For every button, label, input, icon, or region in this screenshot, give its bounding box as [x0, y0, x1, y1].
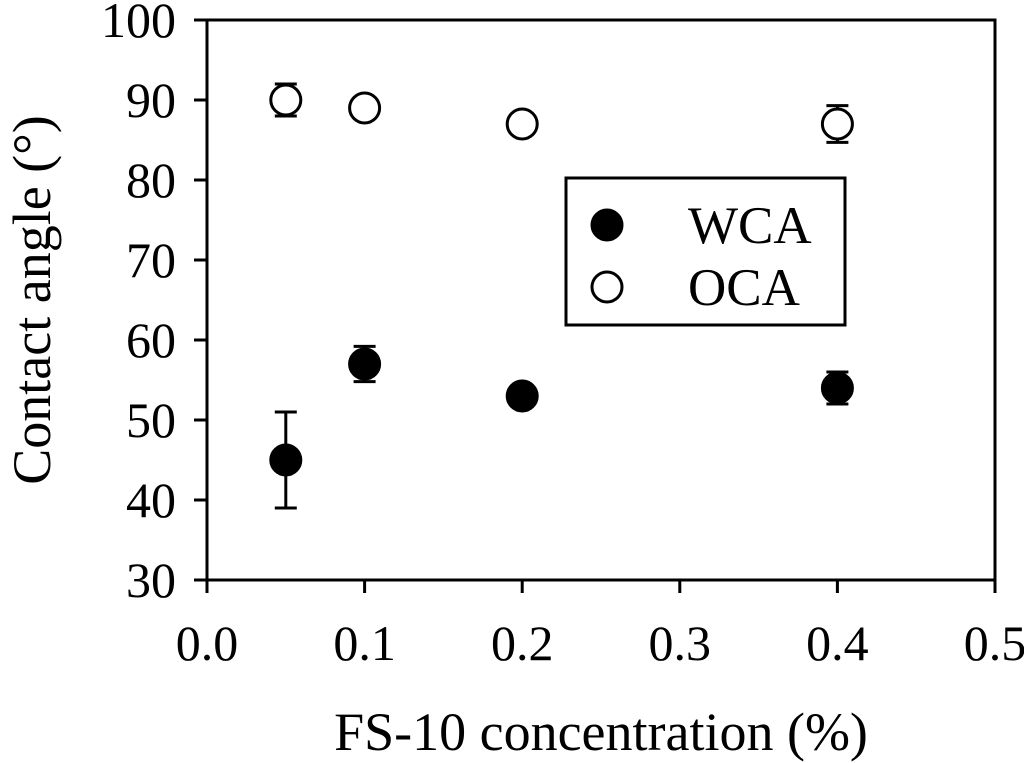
- legend-label-wca: WCA: [688, 197, 812, 255]
- oca-point: [269, 83, 303, 117]
- wca-point: [820, 371, 854, 405]
- x-tick-label: 0.2: [491, 615, 554, 671]
- y-tick-label: 30: [126, 552, 176, 608]
- x-tick-label: 0.1: [333, 615, 396, 671]
- oca-point: [820, 107, 854, 141]
- y-tick-label: 70: [126, 232, 176, 288]
- oca-point: [505, 107, 539, 141]
- x-tick-label: 0.4: [806, 615, 869, 671]
- legend-marker-wca: [590, 208, 624, 242]
- x-tick-label: 0.5: [964, 615, 1024, 671]
- x-axis-title: FS-10 concentration (%): [334, 702, 868, 762]
- oca-point: [348, 91, 382, 125]
- legend-label-oca: OCA: [688, 259, 800, 317]
- y-tick-label: 40: [126, 472, 176, 528]
- y-axis-title: Contact angle (°): [2, 115, 62, 484]
- wca-point: [348, 347, 382, 381]
- y-tick-label: 50: [126, 392, 176, 448]
- legend-marker-oca: [590, 270, 624, 304]
- y-tick-label: 60: [126, 312, 176, 368]
- y-tick-label: 80: [126, 152, 176, 208]
- wca-point: [269, 443, 303, 477]
- plot-frame: [205, 18, 997, 582]
- x-tick-label: 0.3: [649, 615, 712, 671]
- x-tick-label: 0.0: [176, 615, 239, 671]
- y-tick-label: 100: [101, 0, 176, 48]
- wca-point: [505, 379, 539, 413]
- y-tick-label: 90: [126, 72, 176, 128]
